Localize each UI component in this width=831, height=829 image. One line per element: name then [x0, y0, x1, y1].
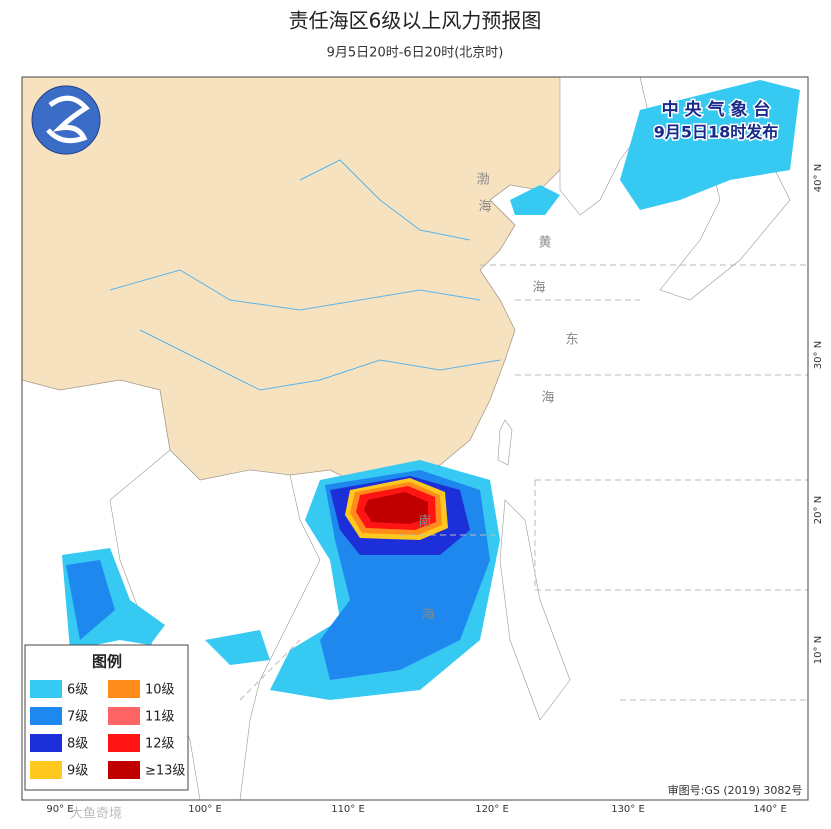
legend-label: 12级 — [145, 737, 175, 752]
sea-label: 海 — [541, 391, 554, 406]
sea-label: 渤 — [476, 172, 489, 188]
legend-swatch — [108, 761, 140, 779]
sea-label: 海 — [421, 608, 434, 623]
watermark: 大鱼奇境 — [70, 806, 122, 822]
legend-swatch — [30, 734, 62, 752]
wind-zone — [510, 185, 560, 215]
legend-label: 8级 — [67, 737, 88, 752]
sea-label: 东 — [565, 333, 578, 348]
land-taiwan — [497, 419, 513, 466]
latitude-label: 40° N — [813, 164, 824, 192]
legend-swatch — [108, 680, 140, 698]
sea-label: 黄 — [538, 236, 551, 251]
latitude-label: 10° N — [813, 636, 824, 664]
logo-mark — [46, 95, 90, 144]
longitude-label: 90° E — [46, 804, 73, 815]
sea-label: 海 — [532, 281, 545, 296]
boundaries — [239, 264, 808, 701]
wind-zone — [66, 560, 115, 640]
subtitle: 9月5日20时-6日20时(北京时) — [327, 46, 504, 61]
land-northeast — [559, 77, 651, 216]
longitude-label: 130° E — [611, 804, 645, 815]
longitude-label: 110° E — [331, 804, 365, 815]
legend-label: 10级 — [145, 683, 175, 698]
legend: 图例 6级 7级 8级 9级 10级 11级 12级 ≥13级 — [24, 644, 189, 791]
land-china — [22, 77, 601, 481]
latitude-label: 20° N — [813, 496, 824, 524]
legend-swatch — [30, 680, 62, 698]
legend-title: 图例 — [92, 653, 122, 671]
legend-swatch — [30, 707, 62, 725]
legend-label: ≥13级 — [145, 764, 185, 779]
legend-label: 9级 — [67, 764, 88, 779]
rivers — [109, 159, 501, 391]
map-frame — [21, 76, 809, 801]
land-philippines — [499, 499, 571, 721]
title: 责任海区6级以上风力预报图 — [289, 9, 542, 33]
longitude-label: 100° E — [188, 804, 222, 815]
wind-zone — [205, 630, 270, 665]
longitude-label: 140° E — [753, 804, 787, 815]
legend-label: 6级 — [67, 683, 88, 698]
issue-time: 9月5日18时发布 — [654, 123, 779, 142]
approval: 审图号:GS (2019) 3082号 — [668, 783, 803, 797]
legend-label: 11级 — [145, 710, 175, 725]
sea-label: 海 — [478, 200, 491, 215]
legend-swatch — [108, 707, 140, 725]
latitude-label: 30° N — [813, 341, 824, 369]
longitude-label: 120° E — [475, 804, 509, 815]
legend-swatch — [108, 734, 140, 752]
wind-zone — [620, 80, 800, 210]
legend-swatch — [30, 761, 62, 779]
legend-label: 7级 — [67, 710, 88, 725]
issuer: 中 央 气 象 台 — [662, 99, 771, 120]
sea-label: 南 — [418, 514, 431, 530]
wind-zone — [364, 492, 428, 524]
